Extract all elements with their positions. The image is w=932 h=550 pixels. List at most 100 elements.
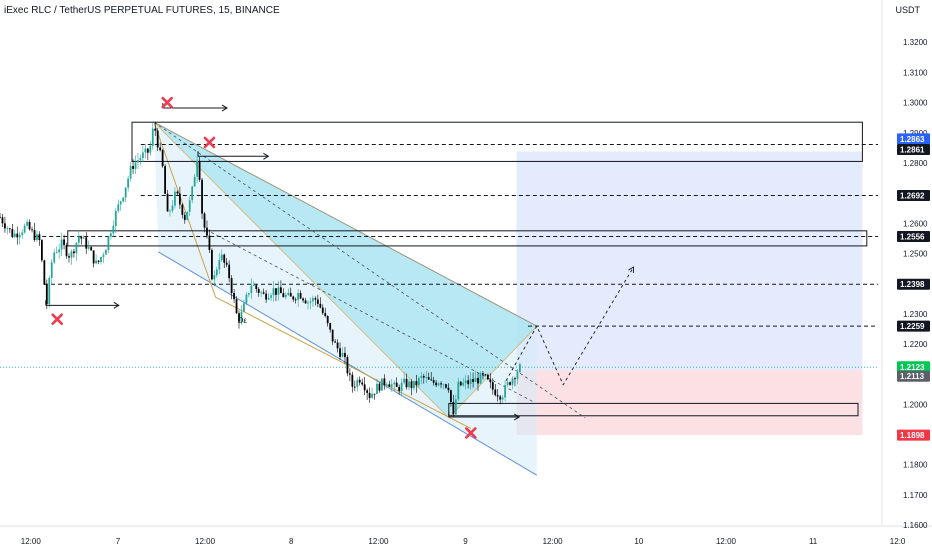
- candle-body: [511, 378, 514, 385]
- candle-body: [85, 237, 88, 249]
- candle-body: [334, 341, 337, 343]
- candle-body: [45, 284, 48, 305]
- y-tick-label: 1.3100: [903, 68, 928, 77]
- candle-body: [188, 200, 191, 212]
- x-tick-label: 12:00: [21, 537, 42, 546]
- x-tick-label: 12:00: [716, 537, 737, 546]
- candle-body: [90, 247, 93, 251]
- candle-body: [228, 264, 231, 279]
- candle-body: [272, 288, 275, 296]
- candle-body: [329, 323, 332, 330]
- candle-body: [1, 217, 4, 224]
- candle-body: [373, 393, 376, 395]
- candle-body: [95, 260, 97, 264]
- candle-body: [151, 128, 154, 146]
- candle-body: [445, 384, 447, 388]
- x-tick-label: 12:00: [368, 537, 389, 546]
- candle-body: [289, 292, 292, 297]
- candle-body: [519, 364, 521, 373]
- price-badge-label-1: 1.2861: [900, 146, 925, 155]
- candle-body: [299, 293, 302, 299]
- candle-body: [206, 227, 208, 236]
- candle-body: [132, 166, 134, 169]
- candle-body: [127, 178, 130, 188]
- candle-body: [464, 380, 467, 383]
- candle-body: [312, 298, 314, 302]
- y-tick-label: 1.1800: [903, 461, 928, 470]
- price-badge-label-6: 1.2123: [900, 363, 925, 372]
- candle-body: [297, 293, 300, 300]
- candle-body: [415, 381, 418, 386]
- candle-body: [454, 399, 457, 415]
- candle-body: [486, 374, 489, 380]
- candle-body: [351, 374, 354, 387]
- currency-label: USDT: [895, 5, 921, 15]
- candle-body: [506, 382, 509, 385]
- candle-body: [252, 285, 255, 286]
- candle-body: [484, 374, 487, 376]
- candle-body: [427, 377, 430, 380]
- candle-body: [440, 383, 442, 385]
- candle-body: [504, 384, 507, 398]
- candle-body: [201, 179, 203, 214]
- candle-body: [186, 211, 189, 220]
- candle-body: [65, 245, 68, 257]
- candle-body: [422, 376, 425, 378]
- candle-body: [107, 236, 110, 251]
- candle-body: [356, 379, 359, 387]
- price-badge-label-8: 1.1898: [900, 431, 925, 440]
- candle-body: [0, 217, 1, 219]
- candle-body: [240, 311, 243, 322]
- candle-body: [388, 384, 391, 387]
- candle-body: [73, 251, 75, 254]
- candle-body: [225, 262, 228, 265]
- candle-body: [63, 239, 65, 246]
- candle-body: [215, 269, 218, 276]
- candle-body: [403, 378, 405, 383]
- y-tick-label: 1.2800: [903, 159, 928, 168]
- annotation-0: Dε: [238, 316, 248, 325]
- candle-body: [105, 250, 107, 255]
- y-tick-label: 1.2500: [903, 249, 928, 258]
- candle-body: [267, 297, 270, 300]
- candle-body: [477, 377, 479, 384]
- zone-box-0: [131, 121, 863, 162]
- candle-body: [344, 352, 346, 358]
- arrow-head-1: [263, 152, 270, 160]
- price-badge-label-2: 1.2692: [900, 192, 925, 201]
- candle-body: [102, 254, 105, 257]
- candle-body: [316, 299, 319, 304]
- target-zone: [516, 151, 863, 371]
- candle-body: [405, 378, 408, 388]
- candle-body: [361, 382, 364, 385]
- wedge-fill: [153, 121, 538, 419]
- candle-body: [119, 201, 122, 205]
- candle-body: [13, 233, 16, 237]
- candle-body: [139, 158, 142, 161]
- candle-body: [302, 298, 304, 301]
- candle-body: [183, 214, 186, 220]
- chart-title: iExec RLC / TetherUS PERPETUAL FUTURES, …: [4, 5, 280, 16]
- candle-body: [154, 128, 157, 131]
- candle-body: [482, 373, 484, 375]
- candle-body: [193, 176, 196, 187]
- price-badge-label-7: 1.2113: [900, 372, 925, 381]
- candle-body: [270, 295, 272, 298]
- candle-body: [341, 352, 344, 357]
- candle-body: [309, 301, 312, 303]
- trend-line-1: [211, 231, 533, 402]
- candle-body: [60, 239, 63, 250]
- x-tick-label: 12:00: [543, 537, 564, 546]
- candle-body: [223, 254, 226, 263]
- candle-body: [321, 307, 324, 314]
- candle-body: [196, 160, 199, 177]
- candle-body: [80, 236, 83, 239]
- candle-body: [390, 384, 393, 387]
- candle-body: [11, 229, 14, 237]
- candle-body: [353, 386, 356, 388]
- candle-body: [238, 313, 240, 322]
- candle-body: [149, 145, 152, 153]
- candle-body: [92, 250, 95, 264]
